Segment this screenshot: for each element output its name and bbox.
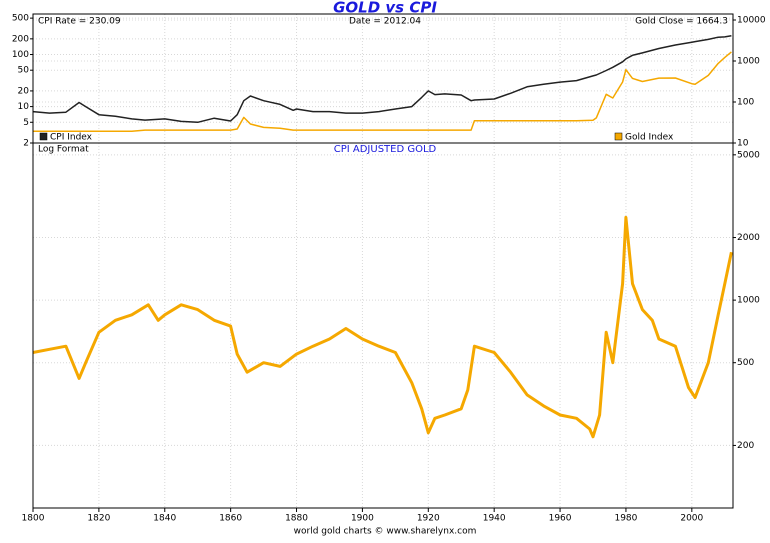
x-tick-label: 2000 — [680, 514, 703, 524]
x-tick-label: 1920 — [417, 514, 440, 524]
y-tick-label: 50 — [18, 66, 30, 76]
lines — [32, 34, 733, 439]
annotation: CPI Rate = 230.09 — [38, 17, 121, 27]
y2-tick-label: 200 — [737, 441, 754, 451]
legend-label: CPI Index — [50, 133, 93, 143]
panel-title: CPI ADJUSTED GOLD — [334, 144, 437, 155]
x-tick-label: 1940 — [483, 514, 506, 524]
grids — [32, 14, 733, 508]
y-tick-label: 10 — [18, 102, 30, 112]
x-tick-label: 1820 — [87, 514, 110, 524]
x-tick-label: 1800 — [22, 514, 45, 524]
legend-swatch — [614, 132, 623, 141]
series-line — [32, 34, 732, 124]
y2-tick-label: 2000 — [737, 233, 760, 243]
y2-tick-label: 5000 — [737, 150, 760, 160]
x-tick-label: 1980 — [614, 514, 637, 524]
y-tick-label: 500 — [12, 14, 29, 24]
y2-tick-label: 10000 — [737, 15, 766, 25]
annotation: Gold Close = 1664.3 — [635, 17, 728, 27]
y-tick-label: 100 — [12, 50, 29, 60]
y2-tick-label: 1000 — [737, 56, 760, 66]
legend-label: Gold Index — [625, 133, 674, 143]
x-tick-label: 1900 — [351, 514, 374, 524]
y2-tick-label: 500 — [737, 358, 754, 368]
y2-tick-label: 1000 — [737, 296, 760, 306]
y2-tick-label: 10 — [737, 139, 749, 149]
y-tick-label: 5 — [23, 118, 29, 128]
top-panel-frame — [32, 13, 734, 144]
chart-title: GOLD vs CPI — [333, 0, 437, 17]
series-line — [33, 51, 732, 132]
y-tick-label: 2 — [23, 139, 29, 149]
y-tick-label: 20 — [18, 86, 30, 96]
y2-tick-label: 100 — [737, 97, 754, 107]
x-tick-label: 1960 — [549, 514, 572, 524]
legend-swatch — [39, 132, 48, 141]
annotation: Date = 2012.04 — [349, 17, 421, 27]
bottom-panel-frame — [32, 142, 734, 509]
y-tick-label: 200 — [12, 34, 29, 44]
x-tick-label: 1840 — [153, 514, 176, 524]
x-tick-label: 1880 — [285, 514, 308, 524]
series-line — [32, 215, 733, 439]
annotation: Log Format — [38, 145, 89, 155]
x-tick-label: 1860 — [219, 514, 242, 524]
footer: world gold charts © www.sharelynx.com — [294, 527, 477, 537]
